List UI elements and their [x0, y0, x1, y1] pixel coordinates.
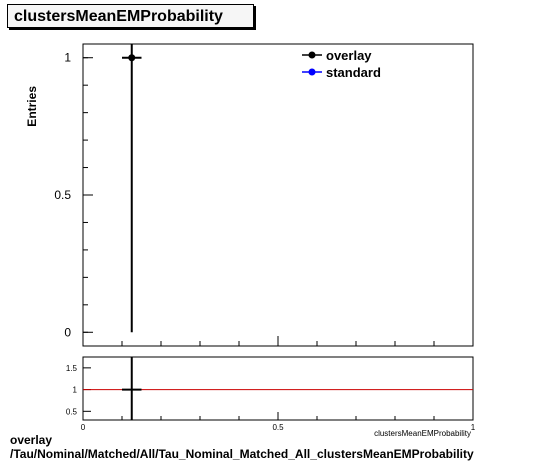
ratio-plot-frame: [82, 356, 474, 421]
ratio-x-tick-label: 1: [471, 423, 476, 432]
legend-marker: [308, 68, 316, 76]
y-tick-label: 1: [64, 51, 71, 65]
data-point: [128, 54, 136, 62]
main-x-axis: [82, 336, 474, 346]
main-y-axis: 00.51: [54, 51, 93, 339]
ratio-y-tick-label: 0.5: [66, 407, 78, 416]
legend-entry: overlay: [326, 48, 372, 63]
chart-title: clustersMeanEMProbability: [7, 4, 254, 28]
y-tick-label: 0.5: [54, 188, 71, 202]
main-plot-frame: [82, 43, 474, 347]
ratio-x-tick-label: 0.5: [272, 423, 284, 432]
y-tick-label: 0: [64, 325, 71, 339]
x-axis-label: clustersMeanEMProbability: [374, 429, 471, 438]
legend-entry: standard: [326, 65, 381, 80]
footer-label-overlay: overlay: [10, 433, 53, 447]
ratio-x-axis: 0 0.5 1: [81, 412, 476, 432]
ratio-y-tick-label: 1.5: [66, 364, 78, 373]
legend: overlay standard: [302, 48, 381, 80]
y-axis-label: Entries: [25, 86, 39, 127]
main-series-group: [122, 44, 142, 333]
ratio-series-group: [122, 357, 142, 420]
ratio-x-tick-label: 0: [81, 423, 86, 432]
footer-path: /Tau/Nominal/Matched/All/Tau_Nominal_Mat…: [10, 447, 474, 461]
legend-marker: [308, 51, 316, 59]
ratio-y-tick-label: 1: [73, 386, 78, 395]
